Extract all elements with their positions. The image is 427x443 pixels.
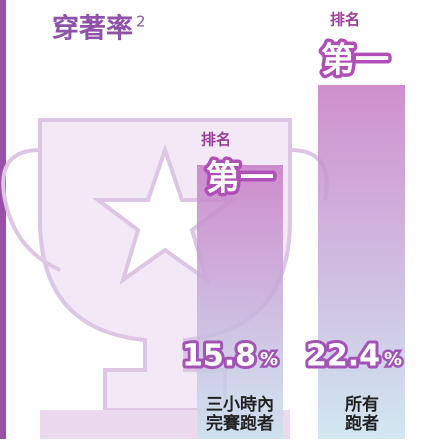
bar (197, 165, 283, 439)
value: 15.8 (182, 339, 256, 374)
unit: % (260, 349, 278, 370)
caption: 所有 (345, 394, 379, 415)
rank-label: 排名 (330, 11, 360, 29)
caption: 完賽跑者 (206, 413, 274, 434)
caption: 三小時內 (206, 394, 274, 415)
rank-label: 排名 (201, 131, 231, 149)
rank: 第一 (321, 41, 389, 81)
bar (318, 85, 405, 439)
caption: 跑者 (345, 413, 379, 434)
title-superscript: 2 (136, 13, 146, 31)
unit: % (384, 349, 402, 370)
rank: 第一 (206, 159, 274, 199)
value: 22.4 (306, 339, 380, 374)
side-stripe (0, 0, 6, 439)
title: 穿著率 (52, 13, 133, 45)
